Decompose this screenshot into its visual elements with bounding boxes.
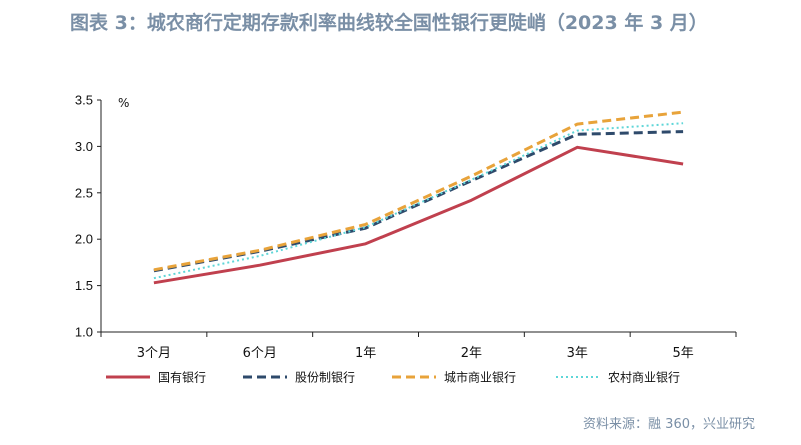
source-note: 资料来源：融 360，兴业研究 — [583, 417, 755, 432]
x-tick-label: 5年 — [672, 346, 693, 361]
legend-label: 股份制银行 — [295, 371, 355, 385]
y-tick-label: 3.5 — [75, 93, 93, 108]
y-tick-label: 3.0 — [75, 139, 93, 154]
legend-label: 国有银行 — [158, 371, 206, 385]
legend-label: 城市商业银行 — [444, 370, 516, 385]
x-tick-label: 2年 — [461, 346, 482, 361]
series-line-1 — [153, 145, 684, 285]
y-tick-label: 1.5 — [75, 278, 93, 293]
series-line-3 — [153, 110, 684, 272]
y-tick-label: 2.5 — [75, 185, 93, 200]
x-tick-label: 3个月 — [137, 346, 171, 361]
x-tick-label: 1年 — [355, 346, 376, 361]
series-line-4 — [153, 122, 684, 280]
chart-title: 图表 3：城农商行定期存款利率曲线较全国性银行更陡峭（2023 年 3 月） — [70, 12, 708, 34]
x-tick-label: 3年 — [567, 346, 588, 361]
y-tick-label: 1.0 — [75, 325, 93, 340]
y-tick-label: 2.0 — [75, 232, 93, 247]
legend-label: 农村商业银行 — [608, 370, 680, 385]
x-tick-label: 6个月 — [243, 346, 277, 361]
y-unit-label: % — [118, 96, 129, 110]
